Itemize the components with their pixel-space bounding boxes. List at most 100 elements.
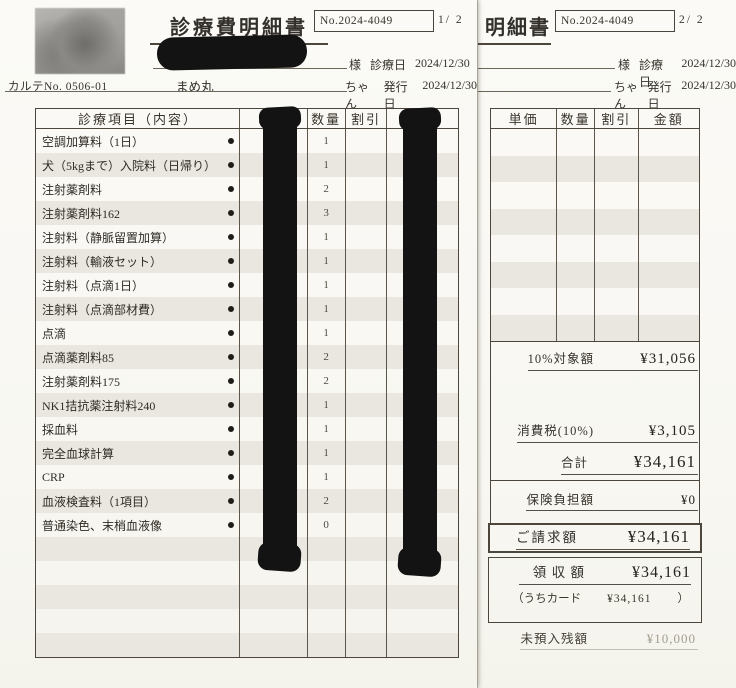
taxable-label: 10%対象額 bbox=[527, 352, 594, 366]
amt-cell bbox=[637, 261, 699, 288]
issue-date-line: ちゃん 発行日 2024/12/30 bbox=[345, 78, 477, 112]
page-2: 明細書 No.2024-4049 2/ 2 様 診療日 2024/12/30 ち… bbox=[477, 0, 736, 688]
disc-cell bbox=[344, 273, 387, 297]
unit-cell bbox=[239, 465, 307, 489]
honorific-sama: 様 bbox=[349, 58, 362, 72]
unit-cell bbox=[491, 182, 556, 209]
qty-cell: 3 bbox=[306, 201, 345, 225]
amt-cell bbox=[386, 633, 458, 657]
karte-underline bbox=[5, 91, 168, 92]
item-cell bbox=[36, 585, 239, 609]
pet-photo bbox=[35, 8, 125, 74]
disc-cell bbox=[344, 633, 387, 657]
unit-cell bbox=[491, 156, 556, 183]
visit-date-label: 診療日 bbox=[639, 58, 664, 89]
items-table-page1: 診療項目（内容） 単価 数量 割引 金額 空調加算料（1日）1 犬（5kgまで）入… bbox=[35, 108, 459, 658]
item-name: 注射薬剤料162 bbox=[42, 206, 121, 221]
amt-cell bbox=[386, 561, 458, 585]
disc-cell bbox=[344, 489, 387, 513]
item-cell: 注射料（点滴1日） bbox=[36, 273, 239, 297]
unit-cell bbox=[239, 369, 307, 393]
billed-amount-row: ご請求額 ¥34,161 bbox=[516, 526, 690, 550]
unit-cell bbox=[239, 249, 307, 273]
left-table-body: 空調加算料（1日） 1 犬（5kgまで）入院料（日帰り） 1 注射薬剤料 2 注射薬剤料16… bbox=[36, 129, 458, 657]
issue-date-label: 発行日 bbox=[383, 80, 408, 111]
item-cell: 点滴薬剤料85 bbox=[36, 345, 239, 369]
page-title-partial: 明細書 bbox=[478, 11, 551, 45]
amt-cell bbox=[386, 441, 458, 465]
item-cell bbox=[36, 537, 239, 561]
card-close-paren: ） bbox=[677, 593, 690, 605]
item-cell: 点滴 bbox=[36, 321, 239, 345]
table-row: 注射薬剤料 2 bbox=[36, 177, 458, 201]
amt-cell bbox=[386, 609, 458, 633]
qty-cell: 1 bbox=[306, 393, 345, 417]
pet-name-underline bbox=[153, 91, 347, 92]
disc-cell bbox=[594, 314, 638, 341]
amt-cell bbox=[386, 297, 458, 321]
billed-amount-box: ご請求額 ¥34,161 bbox=[488, 523, 702, 553]
amt-cell bbox=[637, 182, 699, 209]
qty-cell bbox=[556, 261, 594, 288]
billed-label: ご請求額 bbox=[516, 530, 578, 545]
qty-cell: 2 bbox=[306, 345, 345, 369]
table-row-empty bbox=[491, 314, 699, 341]
qty-value: 2 bbox=[323, 183, 329, 195]
qty-cell: 1 bbox=[306, 129, 345, 153]
qty-value: 1 bbox=[323, 399, 329, 411]
qty-cell bbox=[306, 609, 345, 633]
amt-cell bbox=[386, 513, 458, 537]
table-row-empty bbox=[491, 155, 699, 183]
table-row: 空調加算料（1日） 1 bbox=[36, 129, 458, 153]
issue-date-label: 発行日 bbox=[647, 80, 672, 111]
item-cell: 注射料（輸液セット） bbox=[36, 249, 239, 273]
row-bullet-icon bbox=[228, 426, 235, 432]
row-bullet-icon bbox=[228, 186, 235, 192]
table-header-row: 診療項目（内容） 単価 数量 割引 金額 bbox=[36, 109, 458, 129]
unit-cell bbox=[239, 273, 307, 297]
amt-cell bbox=[386, 321, 458, 345]
disc-cell bbox=[344, 369, 387, 393]
item-name: 点滴薬剤料85 bbox=[42, 350, 115, 365]
unit-cell bbox=[239, 585, 307, 609]
qty-value: 1 bbox=[323, 447, 329, 459]
item-cell: 注射薬剤料175 bbox=[36, 369, 239, 393]
page-indicator: 1/ 2 bbox=[438, 14, 464, 26]
disc-cell bbox=[594, 288, 638, 315]
disc-cell bbox=[344, 345, 387, 369]
qty-cell bbox=[306, 561, 345, 585]
unit-price-redaction bbox=[263, 110, 297, 562]
amt-cell bbox=[386, 201, 458, 225]
qty-cell: 1 bbox=[306, 225, 345, 249]
disc-cell bbox=[344, 225, 387, 249]
table-row-empty bbox=[36, 633, 458, 657]
disc-cell bbox=[344, 297, 387, 321]
honorific-chan: ちゃん bbox=[614, 80, 639, 111]
disc-cell bbox=[594, 129, 638, 156]
item-name: 注射料（点滴1日） bbox=[42, 278, 145, 293]
row-bullet-icon bbox=[228, 138, 235, 144]
page-1: 診療費明細書 No.2024-4049 1/ 2 様 診療日 2024/12/3… bbox=[0, 0, 477, 688]
unit-cell bbox=[239, 489, 307, 513]
amt-cell bbox=[386, 345, 458, 369]
row-bullet-icon bbox=[228, 330, 235, 336]
disc-cell bbox=[594, 155, 638, 182]
amt-cell bbox=[386, 369, 458, 393]
item-name: 注射薬剤料175 bbox=[42, 374, 121, 389]
unit-cell bbox=[239, 537, 307, 561]
amt-cell bbox=[386, 465, 458, 489]
row-bullet-icon bbox=[228, 234, 235, 240]
pet-name: まめ丸 bbox=[176, 80, 214, 94]
qty-cell: 2 bbox=[306, 489, 345, 513]
qty-cell bbox=[556, 155, 594, 182]
qty-value: 0 bbox=[323, 519, 329, 531]
total-row: 合計 ¥34,161 bbox=[560, 452, 698, 475]
amt-cell bbox=[637, 235, 699, 262]
unit-cell bbox=[239, 297, 307, 321]
unit-cell bbox=[239, 633, 307, 657]
qty-value: 1 bbox=[323, 303, 329, 315]
qty-cell: 1 bbox=[306, 417, 345, 441]
unit-cell bbox=[491, 288, 556, 315]
page-indicator: 2/ 2 bbox=[679, 14, 705, 26]
item-name: 犬（5kgまで）入院料（日帰り） bbox=[42, 158, 217, 173]
